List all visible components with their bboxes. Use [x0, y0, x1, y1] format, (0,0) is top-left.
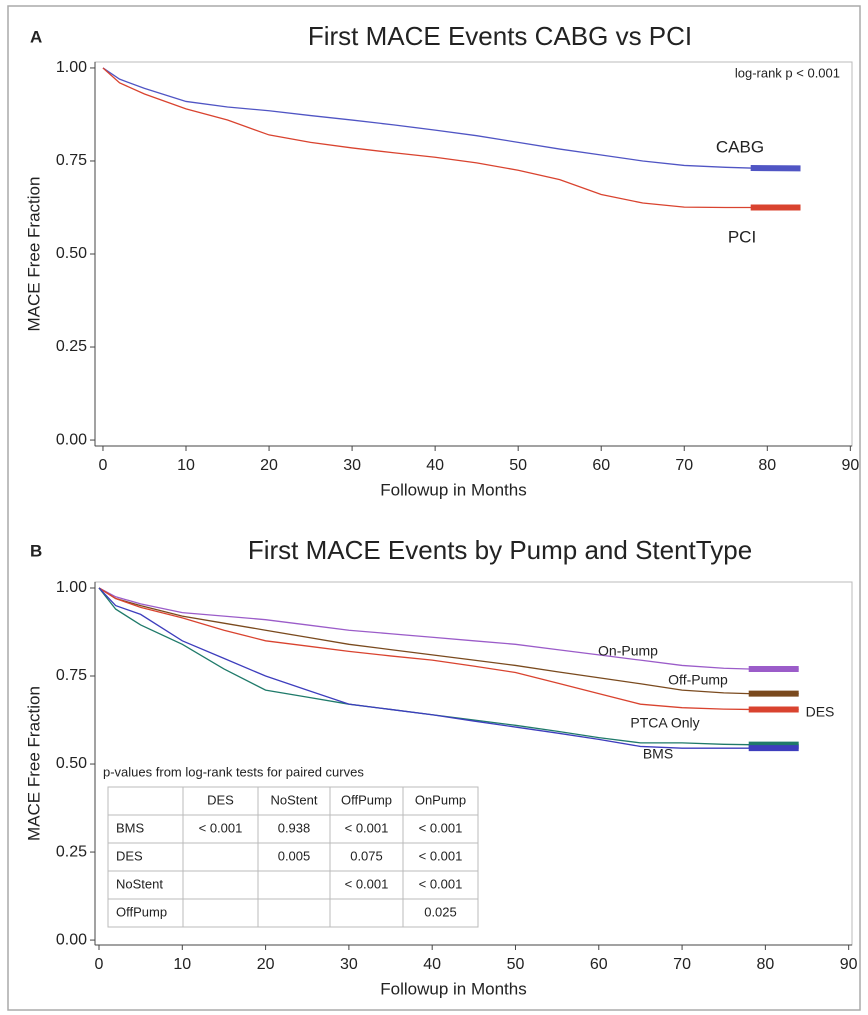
survival-line — [98, 587, 799, 711]
y-axis-label: MACE Free Fraction — [24, 177, 43, 332]
table-cell: 0.938 — [278, 820, 311, 835]
table-row-label: DES — [116, 848, 143, 863]
x-tick-label: 20 — [260, 457, 278, 474]
x-axis-label: Followup in Months — [380, 979, 526, 998]
table-cell: < 0.001 — [345, 876, 389, 891]
x-tick-label: 50 — [507, 956, 525, 973]
x-tick-label: 10 — [177, 457, 195, 474]
y-tick-label: 0.75 — [56, 667, 87, 684]
survival-line — [98, 587, 799, 670]
panel-label: B — [30, 541, 42, 560]
y-axis-label: MACE Free Fraction — [24, 686, 43, 841]
y-tick-label: 0.75 — [56, 152, 87, 169]
y-tick-label: 0.25 — [56, 338, 87, 355]
x-tick-label: 0 — [99, 457, 108, 474]
y-tick-label: 0.00 — [56, 431, 87, 448]
x-tick-label: 40 — [426, 457, 444, 474]
table-cell: 0.075 — [350, 848, 383, 863]
x-tick-label: 0 — [95, 956, 104, 973]
plot-frame — [94, 61, 853, 447]
table-cell: < 0.001 — [345, 820, 389, 835]
x-axis-label: Followup in Months — [380, 480, 526, 499]
x-tick-label: 30 — [343, 457, 361, 474]
table-row-label: NoStent — [116, 876, 163, 891]
x-tick-label: 90 — [841, 457, 859, 474]
table-cell: < 0.001 — [419, 820, 463, 835]
table-header: OffPump — [341, 792, 392, 807]
series-label: On-Pump — [598, 643, 658, 659]
x-tick-label: 70 — [673, 956, 691, 973]
x-tick-label: 10 — [173, 956, 191, 973]
table-cell: < 0.001 — [199, 820, 243, 835]
x-tick-label: 80 — [756, 956, 774, 973]
table-header: OnPump — [415, 792, 466, 807]
x-tick-label: 60 — [592, 457, 610, 474]
table-title: p-values from log-rank tests for paired … — [103, 764, 364, 779]
chart-title: First MACE Events CABG vs PCI — [308, 21, 692, 51]
series-label: CABG — [716, 137, 764, 156]
x-tick-label: 80 — [758, 457, 776, 474]
x-tick-label: 90 — [840, 956, 858, 973]
series-label: Off-Pump — [668, 672, 728, 688]
survival-line — [102, 67, 801, 170]
table-cell: 0.005 — [278, 848, 311, 863]
y-tick-label: 0.00 — [56, 931, 87, 948]
table-row-label: OffPump — [116, 904, 167, 919]
series-label: PTCA Only — [630, 715, 699, 731]
survival-line — [98, 587, 799, 695]
x-tick-label: 70 — [675, 457, 693, 474]
x-tick-label: 20 — [257, 956, 275, 973]
x-tick-label: 50 — [509, 457, 527, 474]
y-tick-label: 0.50 — [56, 245, 87, 262]
x-tick-label: 40 — [423, 956, 441, 973]
table-header: NoStent — [271, 792, 318, 807]
survival-line — [102, 67, 801, 209]
table-frame — [107, 786, 479, 928]
annotation: log-rank p < 0.001 — [735, 65, 840, 80]
x-tick-label: 60 — [590, 956, 608, 973]
table-cell: < 0.001 — [419, 876, 463, 891]
table-row-label: BMS — [116, 820, 145, 835]
x-tick-label: 30 — [340, 956, 358, 973]
panel-label: A — [30, 27, 42, 46]
chart-title: First MACE Events by Pump and StentType — [248, 535, 752, 565]
series-label: DES — [806, 704, 835, 720]
survival-line — [98, 587, 799, 749]
y-tick-label: 1.00 — [56, 59, 87, 76]
series-label: PCI — [728, 227, 756, 246]
figure-border — [7, 5, 861, 1011]
y-tick-label: 0.50 — [56, 755, 87, 772]
y-tick-label: 0.25 — [56, 843, 87, 860]
y-tick-label: 1.00 — [56, 579, 87, 596]
series-label: BMS — [643, 746, 673, 762]
table-cell: < 0.001 — [419, 848, 463, 863]
table-header: DES — [207, 792, 234, 807]
table-cell: 0.025 — [424, 904, 457, 919]
